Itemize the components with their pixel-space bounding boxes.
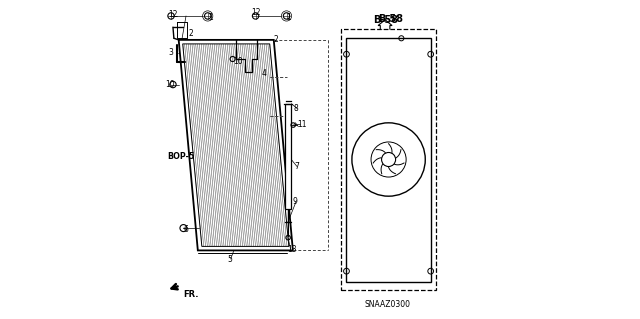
Text: FR.: FR. [184,290,199,299]
Text: 9: 9 [293,197,298,206]
Bar [346,38,431,282]
Text: 11: 11 [297,120,307,129]
Text: 1: 1 [287,13,291,22]
Text: 3: 3 [168,48,173,57]
Text: 2: 2 [189,29,193,38]
Text: 8: 8 [294,104,299,113]
Polygon shape [182,44,289,246]
Text: 12: 12 [168,10,178,19]
Text: B-58: B-58 [374,15,399,25]
Bar [340,29,436,290]
Text: B-58: B-58 [378,14,403,24]
Text: 5: 5 [227,255,232,263]
Text: 1: 1 [208,13,212,22]
Text: 6: 6 [184,225,188,234]
Text: 12: 12 [252,8,261,17]
Text: 10: 10 [233,57,243,66]
Text: BOP-5: BOP-5 [168,152,195,161]
Text: 10: 10 [166,80,175,89]
Text: 13: 13 [287,245,297,254]
Text: 2: 2 [274,35,278,44]
Text: 4: 4 [262,69,267,78]
Text: SNAAZ0300: SNAAZ0300 [365,300,411,309]
Bar [285,104,291,209]
Text: 7: 7 [294,162,299,171]
